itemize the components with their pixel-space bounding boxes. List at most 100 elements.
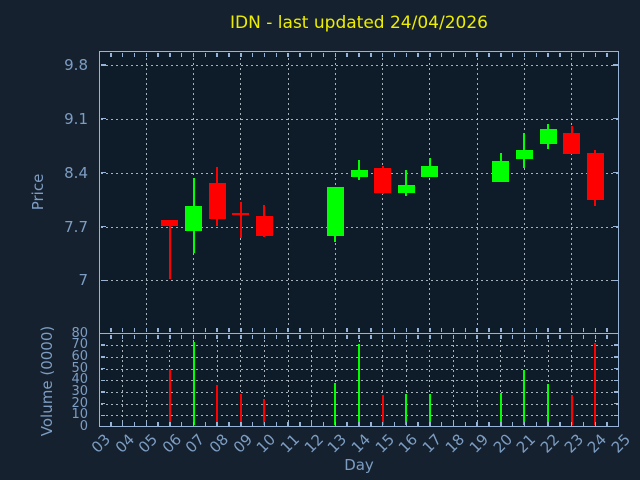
x-tick-mark xyxy=(570,328,573,332)
x-tick-mark xyxy=(594,421,597,426)
x-tick-mark xyxy=(511,335,514,339)
price-panel-vertical-gridline xyxy=(287,52,289,332)
volume-panel-vertical-gridline xyxy=(571,334,573,426)
x-tick-mark xyxy=(393,335,396,339)
x-tick-mark xyxy=(523,328,526,332)
volume-y-tick-mark xyxy=(613,379,618,381)
price-y-tick-label: 7.7 xyxy=(64,217,88,236)
volume-bar-day-15 xyxy=(381,395,384,426)
x-tick-mark xyxy=(287,335,289,339)
candle-body-day-23 xyxy=(563,132,581,155)
x-tick-mark xyxy=(322,335,325,339)
volume-panel-vertical-gridline xyxy=(405,334,407,426)
x-tick-mark xyxy=(417,328,419,332)
x-tick-mark xyxy=(594,335,597,339)
volume-bar-day-23 xyxy=(570,395,573,426)
price-panel-vertical-gridline xyxy=(429,52,431,332)
candle-wick-day-9 xyxy=(239,201,242,239)
x-tick-mark xyxy=(429,421,431,426)
x-tick-mark xyxy=(393,421,396,426)
volume-panel-vertical-gridline xyxy=(382,334,384,426)
candle-body-day-8 xyxy=(208,182,226,219)
volume-y-tick-mark xyxy=(613,414,618,417)
volume-y-tick-mark xyxy=(100,414,105,417)
x-tick-mark xyxy=(405,421,408,426)
x-tick-mark xyxy=(287,52,289,57)
x-tick-label: 07 xyxy=(182,430,209,457)
x-tick-mark xyxy=(582,335,585,339)
candle-body-day-14 xyxy=(350,169,368,178)
x-tick-mark xyxy=(511,52,514,57)
candle-body-day-16 xyxy=(397,184,415,194)
volume-y-tick-label: 50 xyxy=(71,360,88,376)
volume-y-tick-mark xyxy=(613,402,618,405)
x-tick-mark xyxy=(452,52,455,57)
x-tick-mark xyxy=(370,328,372,332)
x-tick-mark xyxy=(275,52,278,57)
x-tick-label: 04 xyxy=(111,430,138,457)
price-panel xyxy=(99,51,619,334)
x-tick-mark xyxy=(334,52,337,57)
volume-bar-day-10 xyxy=(263,398,266,426)
x-tick-mark xyxy=(381,52,384,57)
candle-body-day-21 xyxy=(515,150,533,159)
volume-y-tick-mark xyxy=(100,367,105,370)
candle-wick-day-6 xyxy=(168,219,171,279)
x-tick-mark xyxy=(121,421,124,426)
x-tick-mark xyxy=(440,335,443,339)
x-tick-mark xyxy=(204,52,207,57)
x-tick-label: 14 xyxy=(347,430,375,457)
x-tick-label: 16 xyxy=(395,430,422,457)
x-tick-mark xyxy=(440,421,443,426)
x-tick-mark xyxy=(381,328,384,332)
x-tick-mark xyxy=(121,335,124,339)
candle-body-day-13 xyxy=(326,187,344,236)
x-tick-mark xyxy=(263,52,266,57)
x-tick-mark xyxy=(606,328,608,332)
x-tick-mark xyxy=(180,335,183,339)
x-tick-mark xyxy=(535,328,538,332)
volume-y-tick-mark xyxy=(100,379,105,381)
x-tick-mark xyxy=(346,421,348,426)
price-y-tick-mark xyxy=(100,171,106,174)
x-tick-mark xyxy=(417,52,419,57)
x-tick-label: 21 xyxy=(513,430,540,457)
x-tick-mark xyxy=(110,52,112,57)
x-tick-mark xyxy=(511,421,514,426)
volume-bar-day-24 xyxy=(594,342,597,426)
x-tick-mark xyxy=(216,52,218,57)
x-tick-label: 25 xyxy=(607,430,635,457)
x-tick-mark xyxy=(429,335,431,339)
x-tick-mark xyxy=(511,328,514,332)
x-tick-mark xyxy=(169,52,171,57)
volume-bar-day-20 xyxy=(499,393,502,426)
volume-y-tick-label: 40 xyxy=(71,372,88,388)
x-tick-mark xyxy=(452,328,455,332)
volume-bar-day-6 xyxy=(168,368,171,426)
x-tick-mark xyxy=(110,335,112,339)
x-tick-mark xyxy=(322,328,325,332)
x-tick-mark xyxy=(476,52,478,57)
x-tick-mark xyxy=(240,335,242,339)
price-panel-horizontal-gridline xyxy=(100,64,618,66)
x-tick-mark xyxy=(594,328,597,332)
x-tick-mark xyxy=(251,421,254,426)
x-tick-mark xyxy=(157,421,159,426)
x-tick-mark xyxy=(192,328,195,332)
candle-body-day-7 xyxy=(185,206,203,232)
x-tick-mark xyxy=(216,335,218,339)
x-tick-mark xyxy=(169,421,171,426)
chart-title: IDN - last updated 24/04/2026 xyxy=(230,13,488,33)
volume-y-tick-mark xyxy=(613,367,618,370)
volume-y-tick-mark xyxy=(100,402,105,405)
x-tick-label: 22 xyxy=(536,430,564,457)
x-tick-mark xyxy=(334,335,337,339)
candle-body-day-9 xyxy=(232,212,250,216)
x-tick-label: 18 xyxy=(442,430,469,457)
volume-panel-vertical-gridline xyxy=(500,334,502,426)
x-tick-mark xyxy=(570,335,573,339)
x-tick-mark xyxy=(310,421,313,426)
price-panel-horizontal-gridline xyxy=(100,226,618,228)
x-tick-mark xyxy=(240,328,242,332)
